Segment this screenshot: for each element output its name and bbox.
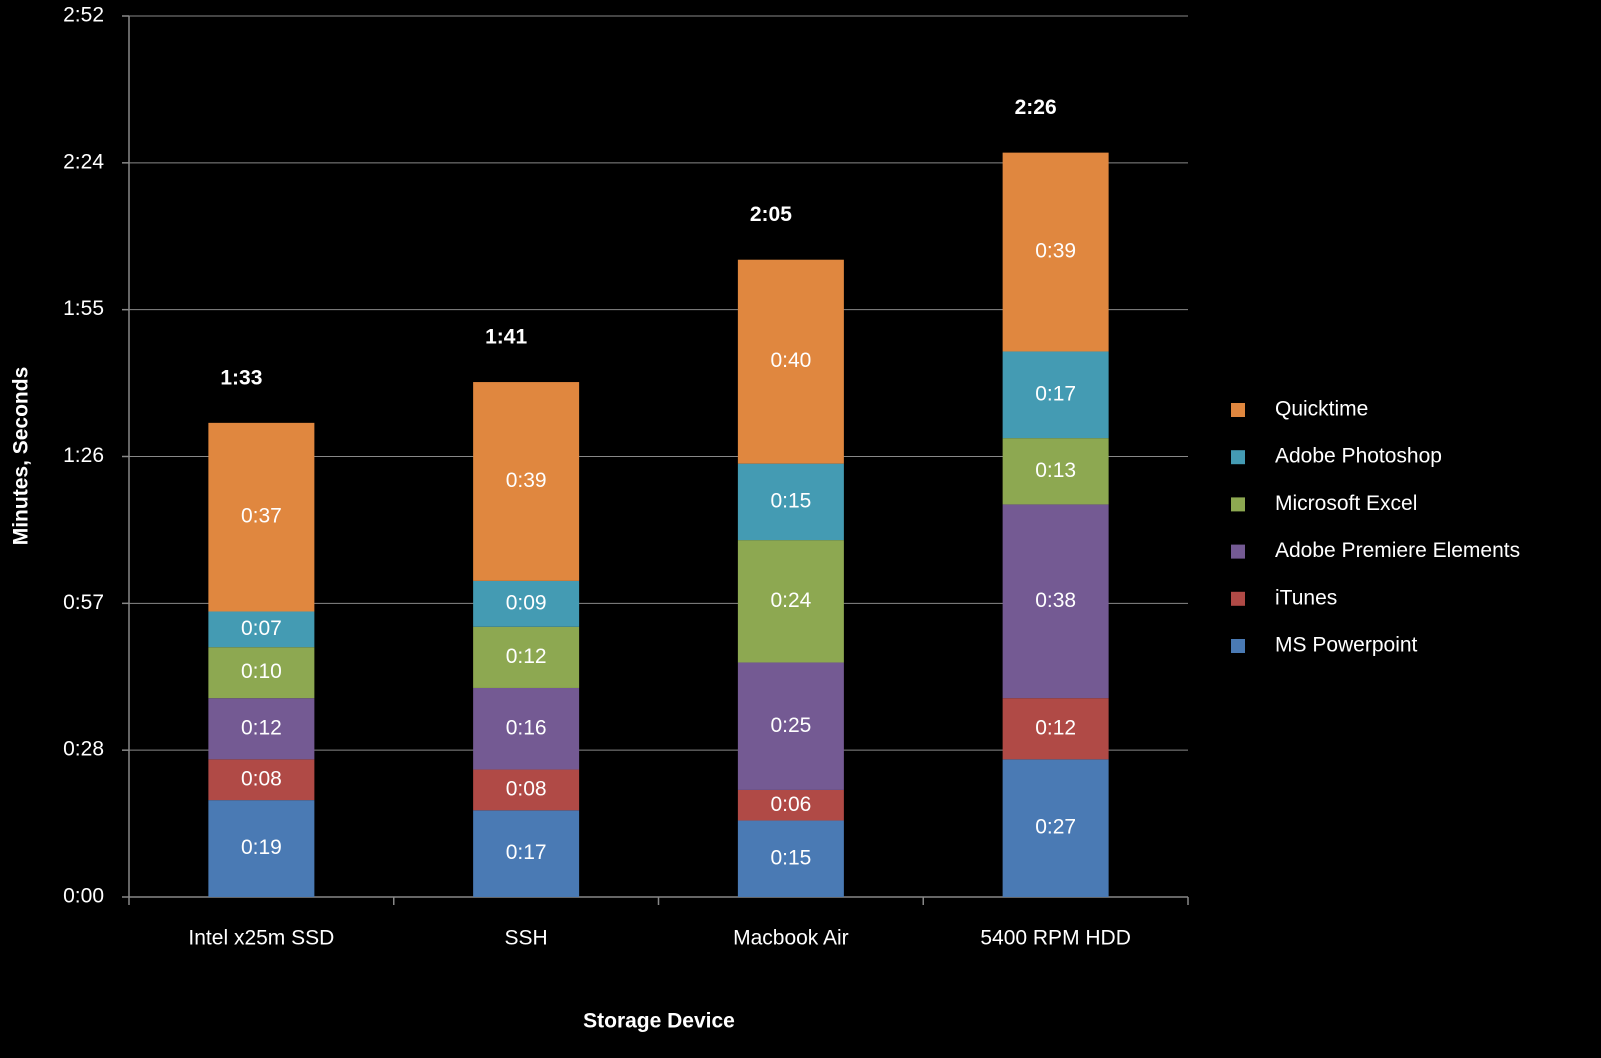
- data-label: 0:17: [506, 841, 547, 864]
- data-label: 0:12: [241, 716, 282, 739]
- data-label: 0:13: [1035, 459, 1076, 482]
- bar-segment: [1002, 438, 1109, 505]
- x-axis-title: Storage Device: [583, 1010, 735, 1033]
- data-label: 0:12: [1035, 716, 1076, 739]
- legend-label: MS Powerpoint: [1275, 634, 1418, 657]
- y-tick-label: 1:26: [63, 444, 104, 467]
- legend-swatch: [1231, 403, 1245, 417]
- bar-segment: [1002, 152, 1109, 352]
- legend-swatch: [1231, 639, 1245, 653]
- legend-label: Quicktime: [1275, 398, 1368, 421]
- bar-segment: [473, 382, 580, 581]
- bar-segment: [737, 540, 844, 663]
- bar-segment: [473, 626, 580, 688]
- bar-segment: [208, 698, 315, 760]
- bar-segment: [1002, 698, 1109, 760]
- legend-swatch: [1231, 544, 1245, 559]
- data-label: 0:06: [770, 793, 811, 816]
- legend-swatch: [1231, 591, 1245, 606]
- data-label: 0:12: [506, 645, 547, 668]
- data-label: 0:09: [506, 591, 547, 614]
- bar-segment: [1002, 351, 1109, 439]
- bar-segment: [473, 687, 580, 770]
- data-label: 0:37: [241, 505, 282, 528]
- total-label: 1:33: [220, 366, 262, 389]
- data-label: 0:08: [241, 767, 282, 790]
- x-tick-label: SSH: [505, 927, 548, 950]
- data-label: 0:24: [770, 589, 811, 612]
- bar-segment: [473, 580, 580, 627]
- bar-segment: [737, 662, 844, 790]
- data-label: 0:08: [506, 777, 547, 800]
- legend-swatch: [1231, 497, 1245, 512]
- data-label: 0:17: [1035, 382, 1076, 405]
- data-label: 0:15: [770, 489, 811, 512]
- y-tick-label: 0:00: [63, 885, 104, 908]
- x-tick-label: Macbook Air: [733, 927, 849, 950]
- y-tick-label: 1:55: [63, 297, 104, 320]
- legend-label: iTunes: [1275, 586, 1337, 609]
- bar-segment: [208, 422, 315, 612]
- total-label: 2:05: [750, 203, 792, 226]
- x-tick-label: Intel x25m SSD: [188, 927, 334, 950]
- legend-label: Microsoft Excel: [1275, 492, 1417, 515]
- bar-segment: [1002, 504, 1109, 699]
- bar-segment: [737, 820, 844, 897]
- total-label: 2:26: [1015, 96, 1057, 119]
- bar-segment: [737, 789, 844, 821]
- legend-swatch: [1231, 450, 1245, 465]
- data-label: 0:16: [506, 716, 547, 739]
- data-label: 0:39: [506, 469, 547, 492]
- data-label: 0:07: [241, 617, 282, 640]
- data-label: 0:39: [1035, 240, 1076, 263]
- bar-segment: [1002, 759, 1109, 897]
- bar-segment: [473, 810, 580, 897]
- data-label: 0:10: [241, 660, 282, 683]
- total-label: 1:41: [485, 326, 527, 349]
- x-tick-label: 5400 RPM HDD: [980, 927, 1131, 950]
- legend-label: Adobe Premiere Elements: [1275, 539, 1520, 562]
- bar-segment: [737, 463, 844, 541]
- data-label: 0:25: [770, 714, 811, 737]
- y-tick-label: 0:57: [63, 591, 104, 614]
- data-label: 0:38: [1035, 589, 1076, 612]
- y-axis-title: Minutes, Seconds: [10, 367, 33, 546]
- data-label: 0:27: [1035, 816, 1076, 839]
- bar-segment: [208, 647, 315, 699]
- y-tick-label: 2:52: [63, 4, 104, 27]
- data-label: 0:40: [770, 349, 811, 372]
- bar-segment: [208, 759, 315, 801]
- bar-segment: [208, 611, 315, 648]
- bar-segment: [737, 259, 844, 464]
- bar-segment: [473, 769, 580, 811]
- bar-segment: [208, 800, 315, 897]
- legend-label: Adobe Photoshop: [1275, 445, 1442, 468]
- data-label: 0:19: [241, 836, 282, 859]
- y-tick-label: 0:28: [63, 738, 104, 761]
- y-tick-label: 2:24: [63, 150, 104, 173]
- data-label: 0:15: [770, 846, 811, 869]
